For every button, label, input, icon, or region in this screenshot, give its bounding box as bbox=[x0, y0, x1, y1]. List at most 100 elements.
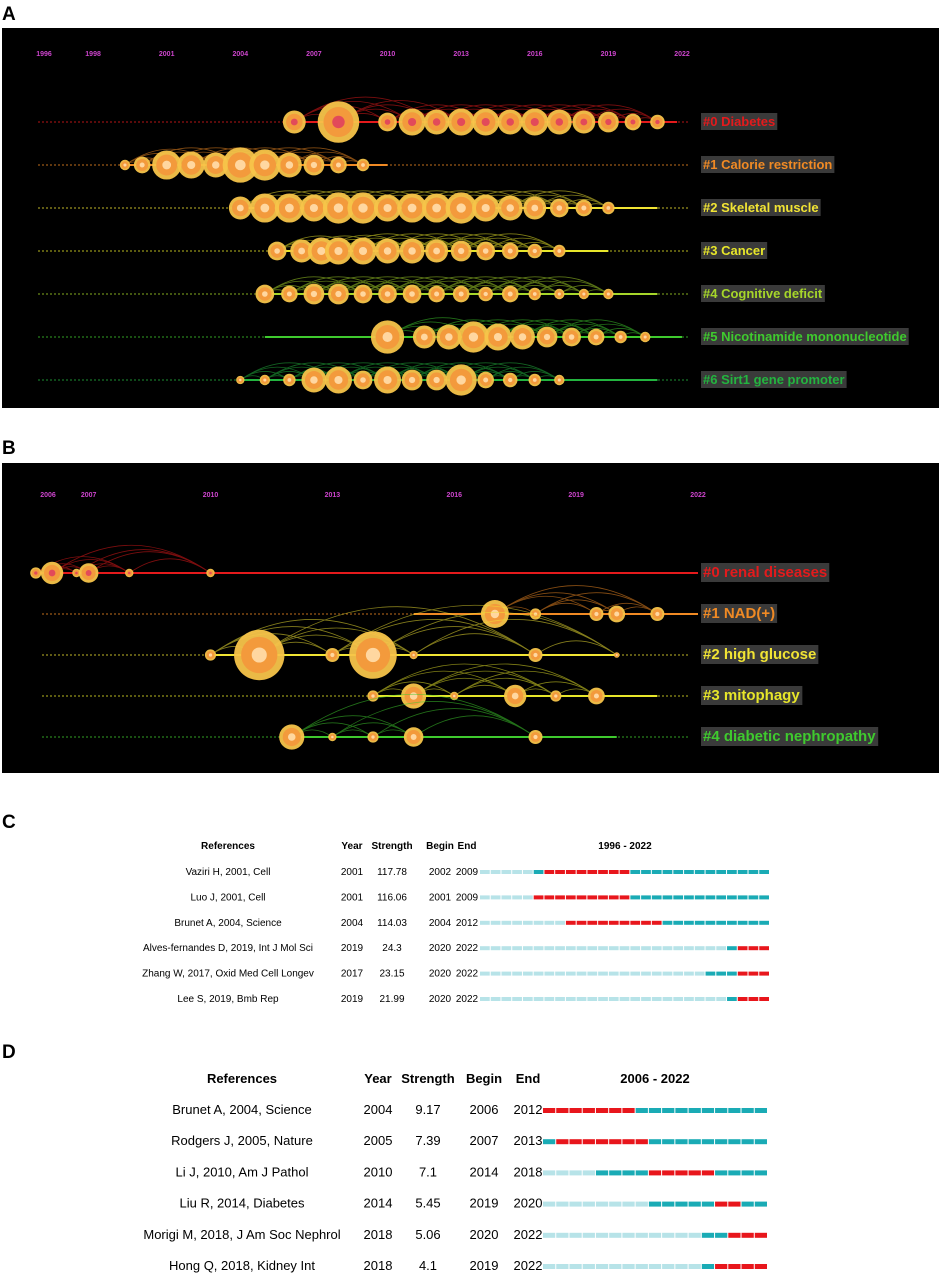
burst-segment bbox=[595, 1108, 609, 1113]
burst-segment bbox=[608, 997, 619, 1001]
year-cell: 2005 bbox=[364, 1133, 393, 1148]
citation-node bbox=[403, 727, 424, 747]
citation-node bbox=[553, 244, 566, 258]
year-label: 2013 bbox=[325, 492, 341, 499]
burst-segment bbox=[673, 971, 684, 976]
burst-segment bbox=[675, 1232, 688, 1238]
timeline-b-background bbox=[2, 463, 939, 773]
burst-segment bbox=[555, 997, 565, 1001]
node-core bbox=[290, 118, 298, 126]
citation-node bbox=[445, 192, 477, 224]
citation-node bbox=[228, 196, 252, 220]
citation-node bbox=[614, 330, 627, 344]
burst-segment bbox=[565, 946, 576, 951]
year-label: 2019 bbox=[568, 492, 584, 499]
begin-cell: 2020 bbox=[429, 994, 452, 1005]
year-cell: 2018 bbox=[364, 1258, 393, 1273]
table-row: Morigi M, 2018, J Am Soc Nephrol 2018 5.06… bbox=[143, 1227, 767, 1242]
burst-segment bbox=[576, 946, 587, 951]
burst-segment bbox=[651, 946, 662, 951]
strength-cell: 9.17 bbox=[415, 1102, 440, 1117]
citation-node bbox=[528, 730, 543, 744]
burst-segment bbox=[619, 870, 630, 874]
table-header: End bbox=[458, 841, 477, 852]
citation-node bbox=[477, 371, 495, 389]
burst-segment bbox=[490, 870, 501, 874]
burst-segment bbox=[543, 1232, 556, 1238]
burst-bar bbox=[480, 971, 769, 976]
burst-segment bbox=[522, 920, 533, 925]
burst-segment bbox=[622, 1139, 635, 1145]
burst-segment bbox=[619, 946, 630, 951]
citation-node bbox=[356, 158, 370, 172]
citation-node bbox=[554, 288, 565, 300]
node-core bbox=[434, 291, 440, 297]
burst-segment bbox=[565, 870, 576, 874]
node-core bbox=[507, 291, 513, 297]
burst-segment bbox=[522, 946, 533, 951]
node-core bbox=[365, 647, 381, 663]
table-row: Hong Q, 2018, Kidney Int 2018 4.1 2019 2022 bbox=[169, 1258, 767, 1273]
burst-segment bbox=[635, 1264, 648, 1269]
citation-node bbox=[255, 284, 275, 304]
burst-segment bbox=[533, 997, 544, 1001]
year-cell: 2019 bbox=[341, 994, 364, 1005]
citation-node bbox=[399, 238, 425, 264]
cluster-label-background bbox=[701, 242, 768, 259]
year-label: 2007 bbox=[81, 492, 97, 499]
burst-segment bbox=[662, 997, 673, 1001]
burst-segment bbox=[595, 1139, 609, 1145]
cluster-row: #2 high glucose bbox=[42, 604, 819, 681]
node-core bbox=[335, 290, 342, 298]
burst-segment bbox=[587, 870, 598, 874]
burst-segment bbox=[675, 1170, 688, 1176]
cluster-row: #4 Cognitive deficit bbox=[38, 276, 825, 305]
citation-node bbox=[378, 112, 397, 132]
burst-segment bbox=[741, 1170, 754, 1176]
cluster-label-background bbox=[701, 645, 819, 664]
burst-segment bbox=[651, 920, 662, 925]
citation-node bbox=[503, 684, 527, 708]
burst-segment bbox=[759, 971, 769, 976]
burst-segment bbox=[555, 920, 565, 925]
burst-segment bbox=[662, 1108, 675, 1113]
strength-cell: 24.3 bbox=[382, 943, 402, 954]
citation-node bbox=[328, 283, 349, 305]
node-core bbox=[615, 654, 618, 656]
strength-cell: 7.1 bbox=[419, 1164, 437, 1179]
node-core bbox=[533, 734, 538, 740]
strength-cell: 23.15 bbox=[379, 969, 404, 980]
burst-segment bbox=[598, 920, 608, 925]
citation-node bbox=[501, 285, 519, 303]
burst-segment bbox=[619, 920, 630, 925]
cluster-label: #5 Nicotinamide mononucleotide bbox=[703, 329, 907, 344]
strength-cell: 21.99 bbox=[379, 994, 404, 1005]
burst-segment bbox=[716, 920, 727, 925]
citation-node bbox=[447, 108, 475, 136]
reference-cell: Morigi M, 2018, J Am Soc Nephrol bbox=[143, 1227, 340, 1242]
burst-segment bbox=[480, 997, 490, 1001]
burst-segment bbox=[565, 997, 576, 1001]
citation-node bbox=[259, 374, 271, 386]
citation-node bbox=[317, 101, 360, 143]
burst-bar bbox=[480, 997, 769, 1001]
burst-segment bbox=[641, 997, 651, 1001]
node-core bbox=[506, 204, 514, 212]
citation-node bbox=[650, 114, 665, 130]
node-core bbox=[383, 375, 392, 385]
table-header: Year bbox=[364, 1071, 391, 1086]
node-core bbox=[75, 571, 78, 575]
node-core bbox=[409, 692, 418, 700]
reference-cell: Liu R, 2014, Diabetes bbox=[179, 1196, 305, 1211]
burst-segment bbox=[555, 971, 565, 976]
cluster-row: #5 Nicotinamide mononucleotide bbox=[38, 317, 909, 354]
table-row: Zhang W, 2017, Oxid Med Cell Longev 2017 2… bbox=[142, 969, 769, 980]
burst-segment bbox=[741, 1139, 754, 1145]
citation-node bbox=[30, 567, 42, 579]
citation-node bbox=[222, 147, 258, 183]
burst-segment bbox=[501, 997, 512, 1001]
burst-segment bbox=[705, 971, 716, 976]
burst-segment bbox=[556, 1232, 569, 1238]
citation-node bbox=[375, 238, 401, 264]
burst-segment bbox=[543, 1201, 556, 1207]
